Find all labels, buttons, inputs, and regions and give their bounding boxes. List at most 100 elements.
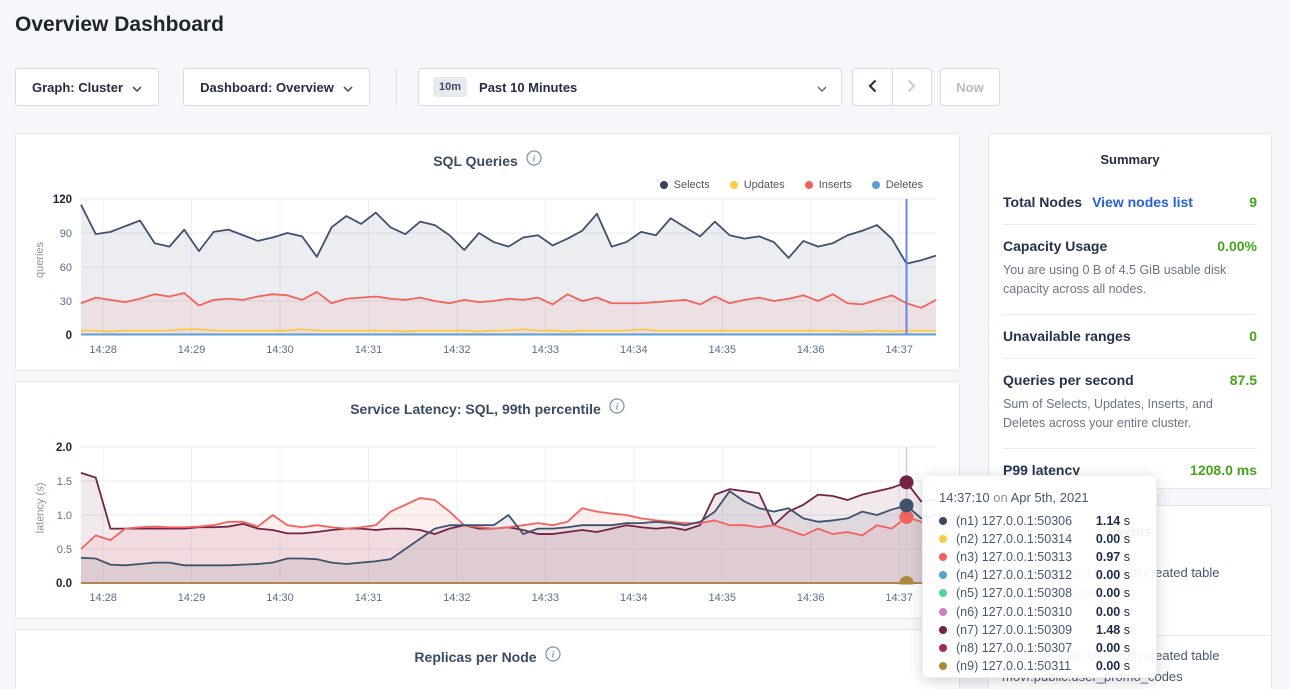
- controls-divider: [396, 68, 397, 106]
- page-title: Overview Dashboard: [15, 13, 224, 37]
- sql-queries-chart[interactable]: 030609012014:2814:2914:3014:3114:3214:33…: [16, 192, 959, 360]
- summary-heading: Summary: [989, 134, 1271, 167]
- svg-text:1.5: 1.5: [57, 476, 72, 488]
- summary-value: 0: [1249, 328, 1257, 344]
- svg-text:14:32: 14:32: [443, 344, 471, 356]
- summary-description: Sum of Selects, Updates, Inserts, and De…: [1003, 395, 1257, 434]
- node-address: (n5) 127.0.0.1:50308: [956, 586, 1072, 600]
- view-nodes-list-link[interactable]: View nodes list: [1092, 194, 1193, 210]
- legend-dot: [872, 181, 880, 189]
- graph-dropdown[interactable]: Graph: Cluster: [15, 68, 159, 106]
- svg-text:0: 0: [66, 330, 72, 342]
- chart-title: SQL Queries: [433, 153, 518, 169]
- sql-queries-card: SQL Queries i Selects Updates Inserts Delet…: [15, 133, 960, 371]
- summary-description: You are using 0 B of 4.5 GiB usable disk…: [1003, 261, 1257, 300]
- node-latency-value: 0.00 s: [1096, 568, 1130, 582]
- svg-text:14:37: 14:37: [885, 344, 913, 356]
- chevron-left-icon: [868, 79, 877, 96]
- svg-text:14:28: 14:28: [89, 592, 117, 604]
- svg-text:60: 60: [60, 262, 72, 274]
- tooltip-node-row: (n9) 127.0.0.1:503110.00 s: [939, 657, 1130, 675]
- svg-text:14:30: 14:30: [266, 344, 294, 356]
- summary-rows: Total Nodes View nodes list 9 Capacity Usag…: [1003, 181, 1257, 492]
- time-range-dropdown[interactable]: 10m Past 10 Minutes: [418, 68, 842, 106]
- tooltip-node-row: (n4) 127.0.0.1:50312 0.00 s: [939, 566, 1130, 584]
- legend-item-deletes[interactable]: Deletes: [872, 179, 923, 191]
- info-icon[interactable]: i: [526, 150, 542, 171]
- svg-text:i: i: [551, 650, 554, 660]
- summary-row: Queries per second 87.5 Sum of Selects, Up…: [1003, 358, 1257, 448]
- legend-dot: [805, 181, 813, 189]
- legend-item-inserts[interactable]: Inserts: [805, 179, 852, 191]
- node-address: (n6) 127.0.0.1:50310: [956, 605, 1072, 619]
- node-address: (n3) 127.0.0.1:50313: [956, 550, 1072, 564]
- chevron-down-icon: [817, 80, 827, 95]
- node-address: (n8) 127.0.0.1:50307: [956, 641, 1072, 655]
- legend-dot: [660, 181, 668, 189]
- dashboard-dropdown-label: Dashboard: Overview: [200, 80, 334, 95]
- now-button[interactable]: Now: [940, 68, 1000, 106]
- legend-label: Selects: [674, 179, 710, 191]
- svg-text:0.0: 0.0: [56, 578, 72, 590]
- legend-label: Inserts: [819, 179, 852, 191]
- tooltip-node-row: (n8) 127.0.0.1:503070.00 s: [939, 639, 1130, 657]
- chevron-down-icon: [132, 80, 142, 95]
- replicas-per-node-card: Replicas per Node i: [15, 629, 960, 689]
- legend-label: Deletes: [886, 179, 923, 191]
- svg-text:120: 120: [53, 194, 72, 206]
- node-address: (n1) 127.0.0.1:50306: [956, 514, 1072, 528]
- summary-value: 87.5: [1230, 372, 1257, 388]
- legend-item-selects[interactable]: Selects: [660, 179, 710, 191]
- series-dot: [939, 553, 947, 561]
- dashboard-dropdown[interactable]: Dashboard: Overview: [183, 68, 370, 106]
- legend-item-updates[interactable]: Updates: [730, 179, 785, 191]
- svg-text:14:34: 14:34: [620, 592, 648, 604]
- series-dot: [939, 535, 947, 543]
- node-address: (n2) 127.0.0.1:50314: [956, 532, 1072, 546]
- time-range-label: Past 10 Minutes: [479, 80, 577, 95]
- graph-dropdown-label: Graph: Cluster: [32, 80, 123, 95]
- chevron-right-icon: [907, 79, 916, 96]
- svg-text:i: i: [616, 402, 619, 412]
- legend-label: Updates: [744, 179, 785, 191]
- node-latency-value: 1.14 s: [1096, 514, 1130, 528]
- svg-text:90: 90: [60, 228, 72, 240]
- svg-text:14:35: 14:35: [708, 592, 736, 604]
- time-prev-button[interactable]: [853, 69, 892, 105]
- summary-label: Capacity Usage: [1003, 238, 1107, 254]
- svg-text:14:33: 14:33: [532, 592, 560, 604]
- tooltip-node-row: (n2) 127.0.0.1:50314 0.00 s: [939, 530, 1130, 548]
- node-address: (n9) 127.0.0.1:50311: [956, 659, 1071, 673]
- service-latency-chart[interactable]: 0.00.51.01.52.014:2814:2914:3014:3114:32…: [16, 440, 959, 608]
- summary-value: 0.00%: [1217, 238, 1257, 254]
- series-dot: [939, 571, 947, 579]
- node-latency-value: 0.00 s: [1096, 586, 1130, 600]
- chevron-down-icon: [343, 80, 353, 95]
- series-dot: [939, 662, 947, 670]
- svg-text:14:33: 14:33: [532, 344, 560, 356]
- svg-text:14:30: 14:30: [266, 592, 294, 604]
- series-dot: [939, 589, 947, 597]
- summary-row: Unavailable ranges0: [1003, 314, 1257, 358]
- svg-text:14:37: 14:37: [885, 592, 913, 604]
- svg-text:14:31: 14:31: [355, 592, 383, 604]
- summary-value: 9: [1249, 194, 1257, 210]
- summary-value: 1208.0 ms: [1190, 462, 1257, 478]
- service-latency-card: Service Latency: SQL, 99th percentile i …: [15, 381, 960, 619]
- legend-dot: [730, 181, 738, 189]
- summary-label: Queries per second: [1003, 372, 1134, 388]
- node-latency-value: 0.00 s: [1096, 532, 1130, 546]
- summary-label: Total Nodes: [1003, 194, 1082, 210]
- svg-text:14:34: 14:34: [620, 344, 648, 356]
- overview-dashboard-page: Overview Dashboard Graph: Cluster Dashbo…: [0, 0, 1290, 689]
- node-address: (n4) 127.0.0.1:50312: [956, 568, 1072, 582]
- info-icon[interactable]: i: [545, 646, 561, 667]
- svg-text:i: i: [533, 154, 536, 164]
- chart-title: Service Latency: SQL, 99th percentile: [350, 401, 601, 417]
- series-dot: [939, 644, 947, 652]
- svg-text:1.0: 1.0: [57, 510, 72, 522]
- time-next-button[interactable]: [892, 69, 932, 105]
- svg-text:14:36: 14:36: [797, 344, 825, 356]
- info-icon[interactable]: i: [609, 398, 625, 419]
- controls-row: Graph: Cluster Dashboard: Overview 10m P…: [0, 68, 1290, 106]
